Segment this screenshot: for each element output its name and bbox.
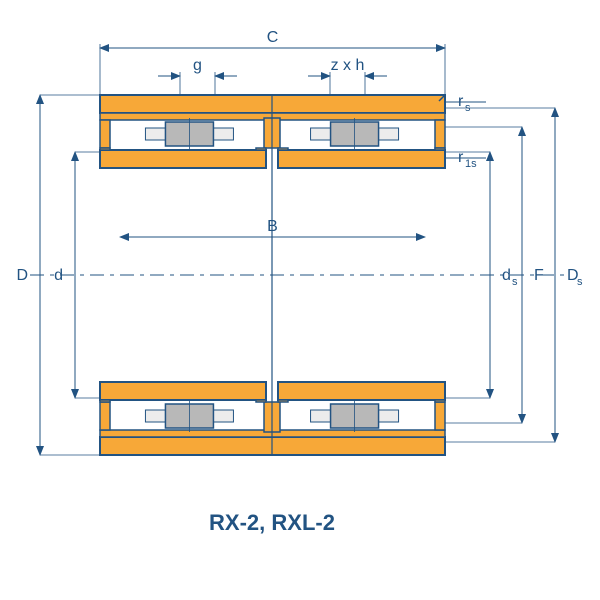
caption: RX-2, RXL-2 (209, 510, 335, 535)
bearing-cross-section-diagram: Cgz x hBDddsFDsrsr1s RX-2, RXL-2 (0, 0, 600, 600)
svg-text:C: C (267, 29, 279, 46)
svg-text:r: r (458, 149, 464, 166)
svg-text:d: d (502, 267, 511, 284)
svg-text:D: D (16, 267, 28, 284)
svg-text:z x h: z x h (331, 57, 365, 74)
svg-text:1s: 1s (465, 158, 477, 170)
svg-text:F: F (534, 267, 544, 284)
svg-text:s: s (512, 276, 518, 288)
svg-text:g: g (193, 57, 202, 74)
svg-text:s: s (577, 276, 583, 288)
svg-text:r: r (458, 93, 464, 110)
svg-text:B: B (267, 218, 278, 235)
svg-text:s: s (465, 102, 471, 114)
svg-text:d: d (54, 267, 63, 284)
